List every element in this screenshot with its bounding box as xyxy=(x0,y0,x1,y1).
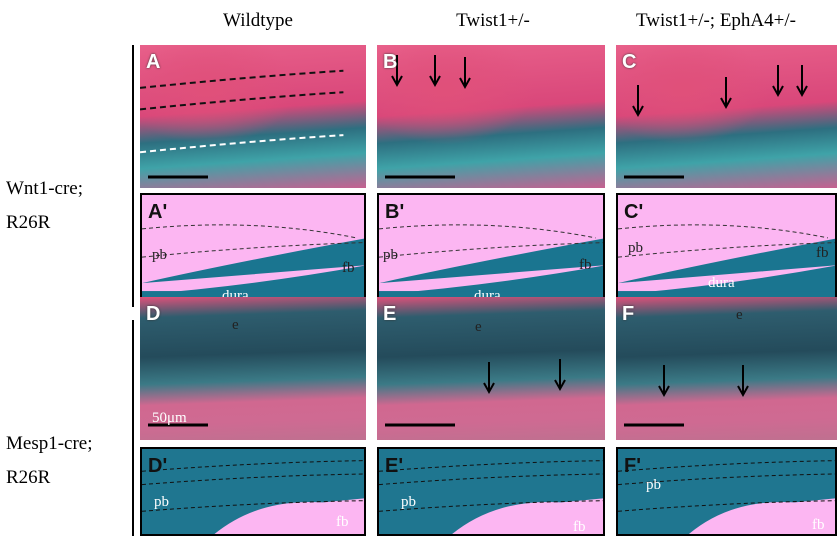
panel-label: fb xyxy=(816,245,829,262)
shape xyxy=(618,461,837,472)
column-header: Wildtype xyxy=(223,10,293,32)
panel-drawing xyxy=(379,449,605,536)
panel-label: fb xyxy=(812,517,825,534)
panel-drawing xyxy=(377,297,605,440)
row-label-line: Wnt1-cre; xyxy=(6,172,83,206)
panel-letter: D xyxy=(146,303,160,326)
shape xyxy=(142,461,366,472)
panel-letter: F' xyxy=(624,455,641,478)
row-label: Mesp1-cre;R26R xyxy=(6,427,93,495)
panel-drawing xyxy=(140,45,366,188)
panel-letter: E xyxy=(383,303,396,326)
schematic-panel: F' pb fb xyxy=(616,447,837,536)
panel-letter: A' xyxy=(148,201,167,224)
panel-letter: E' xyxy=(385,455,403,478)
panel-drawing xyxy=(142,195,366,306)
panel-letter: D' xyxy=(148,455,167,478)
panel-label: pb xyxy=(383,247,398,264)
panel-label: 50μm xyxy=(152,410,187,427)
panel-label: pb xyxy=(152,247,167,264)
panel-label: fb xyxy=(579,257,592,274)
schematic-panel: C' pb fb dura xyxy=(616,193,837,306)
shape xyxy=(618,225,828,238)
panel-drawing xyxy=(377,45,605,188)
micrograph-panel: A50μm xyxy=(140,45,366,188)
panel-drawing xyxy=(616,297,837,440)
micrograph-panel: B xyxy=(377,45,605,188)
panel-drawing xyxy=(616,45,837,188)
shape xyxy=(379,461,605,472)
panel-label: fb xyxy=(336,514,349,531)
panel-drawing xyxy=(142,449,366,536)
row-label-line: R26R xyxy=(6,461,93,495)
shape xyxy=(379,474,605,485)
figure: Wildtype Twist1+/- Twist1+/-; EphA4+/- W… xyxy=(0,0,837,536)
panel-label: fb xyxy=(342,260,355,277)
shape xyxy=(142,474,366,485)
shape xyxy=(140,92,343,109)
panel-label: e xyxy=(232,317,239,334)
panel-label: pb xyxy=(401,494,416,511)
panel-label: fb xyxy=(573,519,586,536)
panel-letter: B' xyxy=(385,201,404,224)
schematic-panel: D' pb fb xyxy=(140,447,366,536)
panel-label: e xyxy=(736,307,743,324)
row-label-line: Mesp1-cre; xyxy=(6,427,93,461)
shape xyxy=(379,225,596,238)
divider xyxy=(132,320,134,536)
panel-letter: B xyxy=(383,51,397,74)
column-header: Twist1+/- xyxy=(456,10,530,32)
row-label-line: R26R xyxy=(6,206,83,240)
divider xyxy=(132,45,134,307)
panel-label: dura xyxy=(708,275,735,292)
panel-label: pb xyxy=(646,477,661,494)
shape xyxy=(140,135,343,152)
panel-letter: A xyxy=(146,51,160,74)
column-header: Twist1+/-; EphA4+/- xyxy=(636,10,796,32)
panel-label: e xyxy=(475,319,482,336)
row-label: Wnt1-cre;R26R xyxy=(6,172,83,240)
panel-letter: C xyxy=(622,51,636,74)
panel-letter: C' xyxy=(624,201,643,224)
panel-letter: F xyxy=(622,303,634,326)
micrograph-panel: C xyxy=(616,45,837,188)
panel-label: pb xyxy=(154,494,169,511)
panel-label: pb xyxy=(628,240,643,257)
shape xyxy=(142,225,357,238)
shape xyxy=(140,71,343,88)
schematic-panel: E' pb fb xyxy=(377,447,605,536)
